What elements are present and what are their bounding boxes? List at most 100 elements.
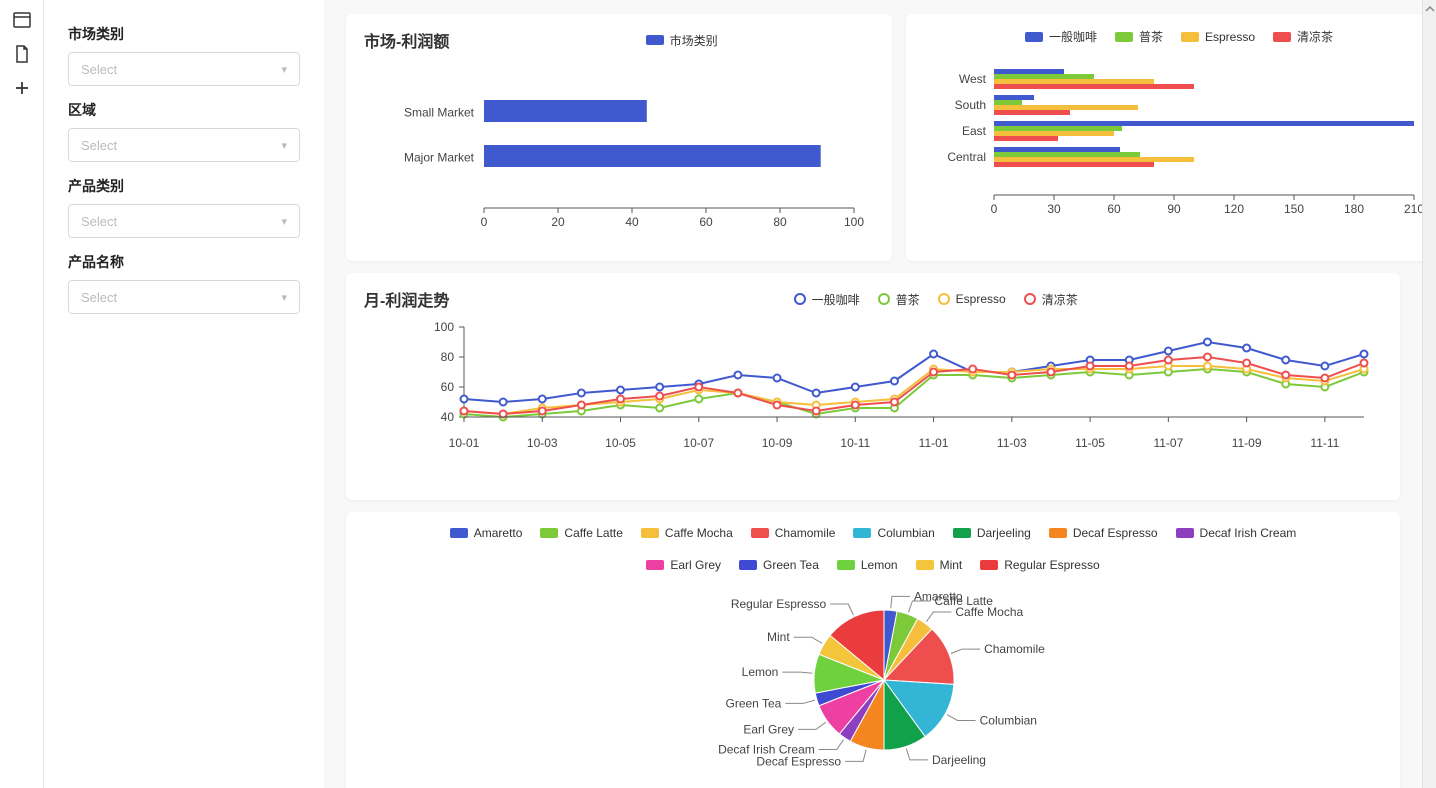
- svg-text:Chamomile: Chamomile: [984, 642, 1045, 656]
- filter-label-2: 产品类别: [68, 176, 300, 196]
- chevron-down-icon: ▾: [281, 215, 287, 228]
- legend-item[interactable]: Espresso: [938, 292, 1006, 306]
- legend-item[interactable]: 一般咖啡: [794, 291, 860, 308]
- filter-select-3[interactable]: Select ▾: [68, 280, 300, 314]
- legend-item[interactable]: 普茶: [878, 291, 920, 308]
- page-icon[interactable]: [12, 44, 32, 64]
- scrollbar[interactable]: [1422, 0, 1436, 788]
- legend-item[interactable]: Regular Espresso: [980, 558, 1099, 572]
- market-profit-card: 市场-利润额 市场类别 Small MarketMajor Market0204…: [346, 14, 892, 261]
- svg-text:Columbian: Columbian: [980, 713, 1037, 727]
- svg-text:Small Market: Small Market: [404, 106, 475, 120]
- legend-item[interactable]: Decaf Espresso: [1049, 526, 1158, 540]
- legend-swatch-icon: [916, 560, 934, 570]
- scroll-up-icon[interactable]: [1425, 4, 1435, 14]
- svg-text:Earl Grey: Earl Grey: [743, 722, 794, 736]
- legend-item[interactable]: 普茶: [1115, 28, 1163, 45]
- filter-panel: 市场类别 Select ▾ 区域 Select ▾ 产品类别 Select ▾ …: [44, 0, 324, 788]
- legend-item[interactable]: Darjeeling: [953, 526, 1031, 540]
- legend-item[interactable]: Earl Grey: [646, 558, 721, 572]
- filter-placeholder: Select: [81, 138, 117, 153]
- svg-text:11-07: 11-07: [1153, 436, 1183, 450]
- month-trend-chart: 40608010010-0110-0310-0510-0710-0910-111…: [364, 317, 1404, 487]
- legend-swatch-icon: [646, 35, 664, 45]
- svg-text:100: 100: [434, 320, 454, 334]
- filter-placeholder: Select: [81, 62, 117, 77]
- legend-item[interactable]: Decaf Irish Cream: [1176, 526, 1297, 540]
- legend-item[interactable]: Amaretto: [450, 526, 523, 540]
- filter-label-3: 产品名称: [68, 252, 300, 272]
- legend-swatch-icon: [953, 528, 971, 538]
- legend-swatch-icon: [641, 528, 659, 538]
- legend-swatch-icon: [1176, 528, 1194, 538]
- legend-swatch-icon: [980, 560, 998, 570]
- svg-text:180: 180: [1344, 202, 1364, 216]
- plus-icon[interactable]: [12, 78, 32, 98]
- panel-icon[interactable]: [12, 10, 32, 30]
- svg-text:40: 40: [625, 215, 639, 229]
- svg-text:10-01: 10-01: [449, 436, 480, 450]
- product-pie-chart: AmarettoCaffe LatteCaffe MochaChamomileC…: [364, 580, 1404, 780]
- svg-text:0: 0: [991, 202, 998, 216]
- legend-item[interactable]: Mint: [916, 558, 963, 572]
- svg-text:Central: Central: [947, 150, 986, 164]
- svg-text:11-03: 11-03: [997, 436, 1027, 450]
- legend-item[interactable]: Caffe Mocha: [641, 526, 733, 540]
- market-profit-legend: 市场类别: [489, 32, 874, 49]
- filter-select-1[interactable]: Select ▾: [68, 128, 300, 162]
- svg-text:Green Tea: Green Tea: [726, 696, 782, 710]
- legend-item[interactable]: 一般咖啡: [1025, 28, 1097, 45]
- svg-text:10-09: 10-09: [762, 436, 793, 450]
- legend-item[interactable]: Columbian: [853, 526, 934, 540]
- legend-item[interactable]: Green Tea: [739, 558, 819, 572]
- svg-text:South: South: [955, 98, 986, 112]
- svg-text:West: West: [959, 72, 987, 86]
- legend-swatch-icon: [450, 528, 468, 538]
- legend-item[interactable]: Chamomile: [751, 526, 836, 540]
- filter-select-2[interactable]: Select ▾: [68, 204, 300, 238]
- legend-item[interactable]: Caffe Latte: [540, 526, 623, 540]
- filter-label-0: 市场类别: [68, 24, 300, 44]
- chevron-down-icon: ▾: [281, 291, 287, 304]
- legend-ring-icon: [794, 293, 806, 305]
- legend-item[interactable]: 清凉茶: [1024, 291, 1078, 308]
- legend-swatch-icon: [646, 560, 664, 570]
- month-trend-legend: 一般咖啡 普茶 Espresso 清凉茶: [489, 291, 1382, 308]
- legend-swatch-icon: [1025, 32, 1043, 42]
- legend-item[interactable]: 市场类别: [646, 32, 718, 49]
- filter-select-0[interactable]: Select ▾: [68, 52, 300, 86]
- product-pie-legend: Amaretto Caffe Latte Caffe Mocha Chamomile C…: [413, 526, 1333, 572]
- legend-swatch-icon: [1273, 32, 1291, 42]
- legend-item[interactable]: Lemon: [837, 558, 898, 572]
- region-profit-chart: WestSouthEastCentral0306090120150180210: [924, 51, 1422, 241]
- svg-text:11-11: 11-11: [1310, 436, 1339, 450]
- legend-item[interactable]: 清凉茶: [1273, 28, 1333, 45]
- svg-text:210: 210: [1404, 202, 1422, 216]
- svg-text:11-01: 11-01: [919, 436, 949, 450]
- svg-text:60: 60: [1107, 202, 1121, 216]
- svg-text:East: East: [962, 124, 987, 138]
- svg-text:0: 0: [481, 215, 488, 229]
- filter-label-1: 区域: [68, 100, 300, 120]
- svg-text:Major Market: Major Market: [404, 151, 475, 165]
- legend-swatch-icon: [1181, 32, 1199, 42]
- svg-text:Regular Espresso: Regular Espresso: [731, 597, 827, 611]
- month-trend-title: 月-利润走势: [364, 287, 449, 311]
- svg-text:11-09: 11-09: [1232, 436, 1262, 450]
- svg-text:10-03: 10-03: [527, 436, 558, 450]
- product-pie-card: Amaretto Caffe Latte Caffe Mocha Chamomile C…: [346, 512, 1400, 788]
- svg-text:60: 60: [699, 215, 713, 229]
- legend-swatch-icon: [1049, 528, 1067, 538]
- month-trend-card: 月-利润走势 一般咖啡普茶Espresso清凉茶 40608010010-011…: [346, 273, 1400, 500]
- legend-ring-icon: [878, 293, 890, 305]
- svg-text:Decaf Irish Cream: Decaf Irish Cream: [718, 742, 815, 756]
- svg-text:10-05: 10-05: [605, 436, 636, 450]
- svg-text:10-07: 10-07: [683, 436, 714, 450]
- legend-swatch-icon: [540, 528, 558, 538]
- legend-item[interactable]: Espresso: [1181, 30, 1255, 44]
- svg-text:150: 150: [1284, 202, 1304, 216]
- chevron-down-icon: ▾: [281, 63, 287, 76]
- svg-text:80: 80: [441, 350, 455, 364]
- legend-swatch-icon: [837, 560, 855, 570]
- chevron-down-icon: ▾: [281, 139, 287, 152]
